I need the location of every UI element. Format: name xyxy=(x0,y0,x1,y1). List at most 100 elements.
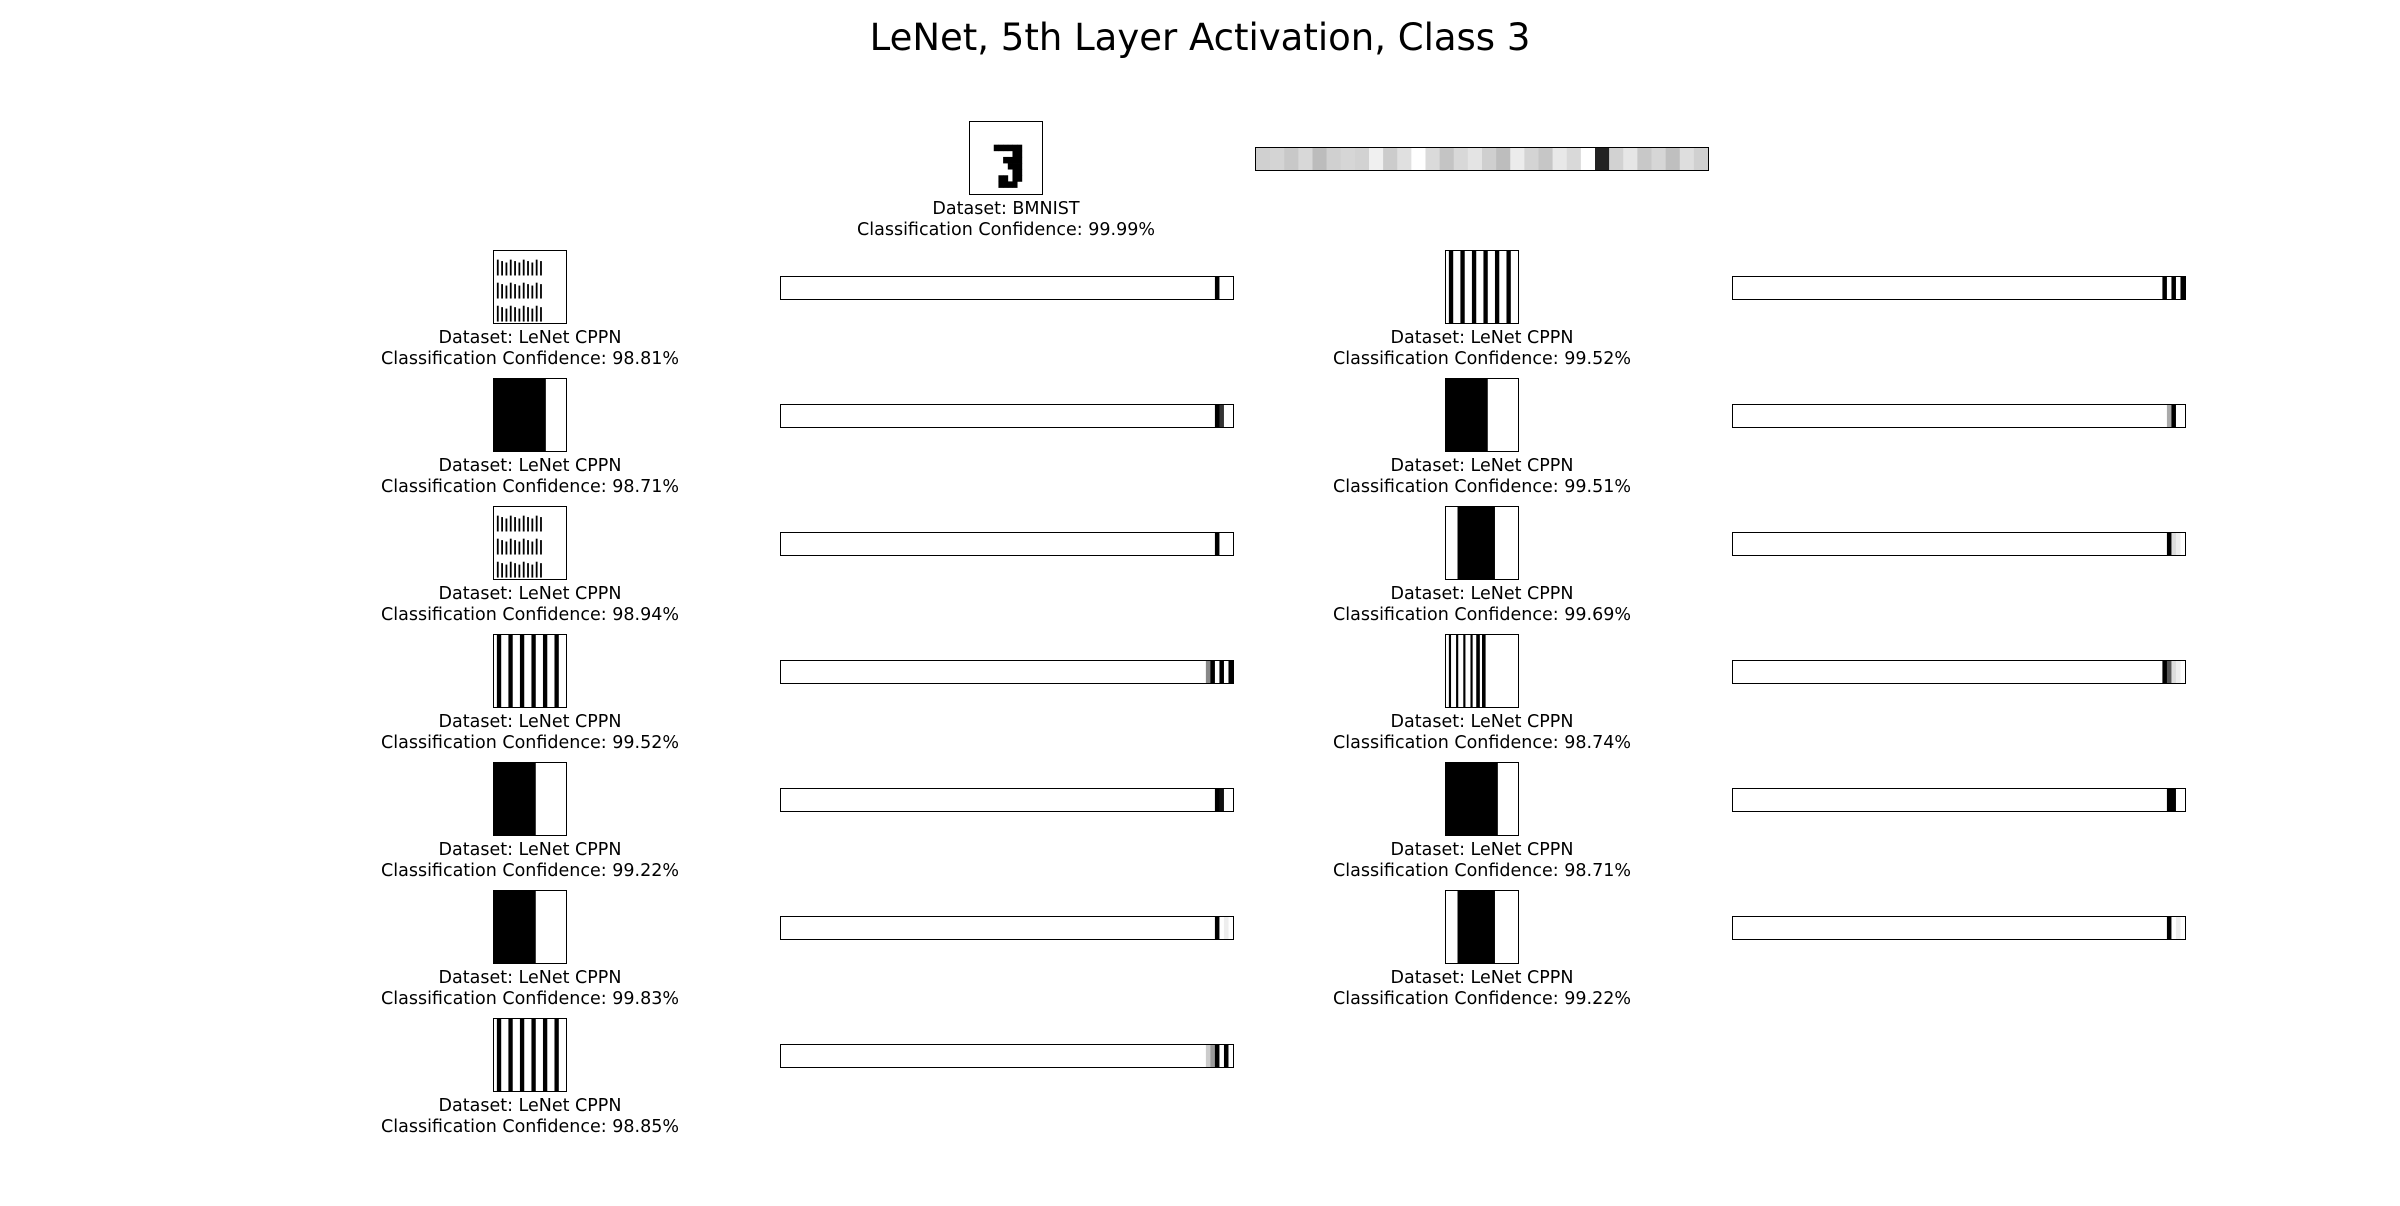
activation-cell xyxy=(952,789,958,811)
activation-cell xyxy=(1968,533,1973,555)
activation-cell xyxy=(975,917,980,939)
activation-cell xyxy=(1210,1045,1216,1067)
activation-cell xyxy=(785,1045,791,1067)
activation-cell xyxy=(1002,789,1008,811)
activation-cell xyxy=(1755,917,1761,939)
activation-cell xyxy=(1011,661,1017,683)
activation-cell xyxy=(1922,917,1928,939)
activation-cell xyxy=(2022,789,2027,811)
sample-image xyxy=(1445,378,1519,452)
activation-cell xyxy=(817,1045,822,1067)
activation-cell xyxy=(988,1045,994,1067)
activation-cell xyxy=(2049,277,2055,299)
activation-cell xyxy=(1120,661,1125,683)
activation-cell xyxy=(2108,661,2113,683)
activation-cell xyxy=(1977,277,1982,299)
activation-cell xyxy=(1665,148,1681,170)
activation-cell xyxy=(1580,148,1596,170)
activation-cell xyxy=(1959,405,1964,427)
activation-cell xyxy=(2153,533,2158,555)
activation-cell xyxy=(1047,917,1053,939)
activation-cell xyxy=(1369,148,1384,170)
activation-cell xyxy=(997,917,1003,939)
activation-cell xyxy=(1011,533,1017,555)
activation-cell xyxy=(898,405,904,427)
activation-cell xyxy=(830,661,836,683)
activation-cell xyxy=(1002,277,1008,299)
activation-cell xyxy=(803,917,809,939)
activation-cell xyxy=(1940,533,1946,555)
dataset-label: Dataset: LeNet CPPN xyxy=(1390,456,1574,476)
activation-cell xyxy=(1623,148,1638,170)
activation-cell xyxy=(785,405,791,427)
activation-cell xyxy=(2112,789,2118,811)
activation-cell xyxy=(1016,533,1021,555)
activation-cell xyxy=(1147,277,1152,299)
activation-cell xyxy=(1873,277,1878,299)
activation-cell xyxy=(2094,405,2100,427)
activation-cell xyxy=(1877,405,1883,427)
activation-cell xyxy=(925,789,931,811)
activation-cell xyxy=(939,1045,944,1067)
activation-cell xyxy=(934,661,940,683)
activation-cell xyxy=(1868,789,1874,811)
activation-cell xyxy=(1219,1045,1225,1067)
activation-cell xyxy=(1773,661,1779,683)
activation-cell xyxy=(1904,661,1910,683)
activation-cell xyxy=(857,789,863,811)
activation-cell xyxy=(912,917,917,939)
sample-image xyxy=(1445,890,1519,964)
activation-cell xyxy=(2067,661,2073,683)
activation-cell xyxy=(1025,789,1030,811)
activation-cell xyxy=(966,917,971,939)
activation-cell xyxy=(790,917,795,939)
activation-cell xyxy=(1138,789,1143,811)
right-panel-1: Dataset: LeNet CPPN Classification Confid… xyxy=(1182,250,1782,370)
activation-cell xyxy=(1850,405,1856,427)
activation-cell xyxy=(970,789,976,811)
activation-cell xyxy=(993,277,999,299)
activation-cell xyxy=(1805,661,1810,683)
activation-cell xyxy=(857,405,863,427)
activation-cell xyxy=(1737,917,1743,939)
activation-cell xyxy=(1972,533,1978,555)
activation-cell xyxy=(1990,917,1996,939)
activation-cell xyxy=(1214,405,1220,427)
activation-cell xyxy=(1995,405,2000,427)
activation-cell xyxy=(1196,277,1202,299)
activation-cell xyxy=(2171,277,2177,299)
activation-cell xyxy=(799,405,804,427)
activation-cell xyxy=(966,533,971,555)
activation-cell xyxy=(1954,533,1960,555)
activation-cell xyxy=(1340,148,1356,170)
activation-cell xyxy=(1165,533,1170,555)
activation-cell xyxy=(1909,405,1914,427)
activation-cell xyxy=(2058,533,2064,555)
activation-cell xyxy=(2008,277,2014,299)
activation-cell xyxy=(1201,405,1206,427)
activation-cell xyxy=(2157,661,2163,683)
activation-cell xyxy=(1183,277,1188,299)
activation-cell xyxy=(1097,533,1103,555)
activation-cell xyxy=(1968,789,1973,811)
activation-cell xyxy=(988,277,994,299)
activation-cell xyxy=(1796,917,1801,939)
dataset-label: Dataset: LeNet CPPN xyxy=(438,712,622,732)
activation-cell xyxy=(1007,789,1012,811)
activation-cell xyxy=(2121,917,2127,939)
activation-cell xyxy=(1809,789,1815,811)
activation-cell xyxy=(1034,917,1039,939)
activation-cell xyxy=(2121,533,2127,555)
activation-cell xyxy=(1782,277,1788,299)
confidence-label: Classification Confidence: 99.22% xyxy=(1333,989,1631,1009)
activation-cell xyxy=(1945,917,1951,939)
activation-cell xyxy=(1056,277,1062,299)
activation-cell xyxy=(1778,277,1783,299)
activation-cell xyxy=(1773,789,1779,811)
activation-cell xyxy=(1228,917,1233,939)
activation-cell xyxy=(1205,1045,1211,1067)
activation-cell xyxy=(835,1045,840,1067)
activation-cell xyxy=(1855,789,1860,811)
activation-cell xyxy=(862,277,867,299)
activation-cell xyxy=(1999,917,2005,939)
